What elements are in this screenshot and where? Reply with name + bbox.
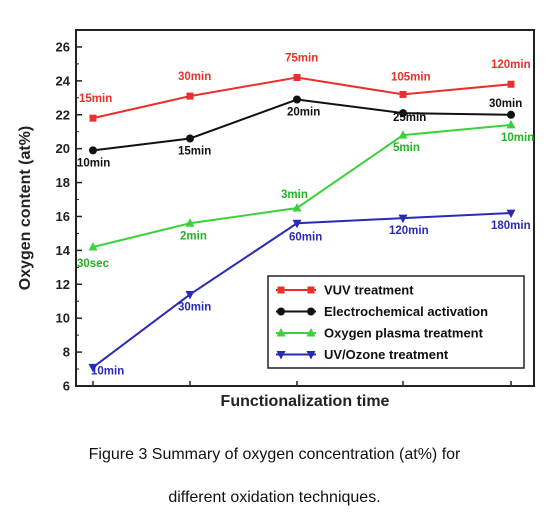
point-label: 60min (289, 231, 322, 243)
point-label: 3min (281, 189, 308, 201)
point-label: 30min (489, 98, 522, 110)
data-point (306, 351, 316, 360)
data-point (293, 95, 301, 104)
y-tick-label: 22 (56, 107, 70, 122)
data-point (186, 92, 194, 100)
point-label: 10min (77, 157, 110, 169)
data-point (507, 80, 515, 88)
data-point (292, 219, 302, 229)
series-layer (88, 73, 516, 373)
point-label: 120min (491, 59, 531, 71)
point-label: 30min (178, 71, 211, 83)
y-tick-label: 16 (56, 209, 70, 224)
data-point (398, 130, 408, 139)
data-point (398, 214, 408, 224)
data-point (293, 73, 301, 81)
y-tick-label: 18 (56, 175, 70, 190)
point-label: 120min (389, 225, 429, 237)
x-axis-title: Functionalization time (221, 393, 390, 410)
data-point (185, 290, 195, 300)
point-label: 2min (180, 230, 207, 242)
point-label: 75min (285, 52, 318, 64)
data-point (185, 218, 195, 227)
data-point (277, 286, 285, 294)
data-point (307, 286, 315, 294)
data-point (399, 90, 407, 98)
y-tick-label: 6 (63, 379, 70, 394)
data-point (89, 146, 97, 155)
data-point (277, 307, 285, 316)
data-point (276, 328, 286, 337)
point-label: 30sec (77, 258, 110, 270)
y-tick-label: 24 (56, 73, 71, 88)
y-axis-ticks: 6 8 10 12 14 16 18 20 22 24 26 (56, 39, 512, 394)
data-point (88, 363, 98, 373)
legend-label: Electrochemical activation (324, 304, 488, 319)
point-label: 15min (79, 93, 112, 105)
legend: VUV treatment Electrochemical activation O… (267, 275, 525, 369)
legend-label: UV/Ozone treatment (324, 347, 449, 362)
y-tick-label: 14 (56, 243, 71, 258)
legend-label: Oxygen plasma treatment (324, 326, 484, 341)
data-point (186, 134, 194, 143)
data-point (307, 307, 315, 316)
data-point (506, 119, 516, 129)
point-labels: 15min 30min 75min 105min 120min 10min 15min 20m… (77, 52, 534, 377)
legend-label: VUV treatment (324, 283, 414, 298)
plot-frame (75, 29, 535, 387)
data-point (276, 351, 286, 360)
y-tick-label: 26 (56, 39, 70, 54)
point-label: 180min (491, 220, 531, 232)
point-label: 5min (393, 142, 420, 154)
y-tick-label: 8 (63, 345, 70, 360)
point-label: 30min (178, 301, 211, 313)
data-point (506, 209, 516, 219)
point-label: 20min (287, 107, 320, 119)
data-point (399, 109, 407, 118)
data-point (88, 241, 98, 251)
point-label: 105min (391, 71, 431, 83)
point-label: 15min (178, 145, 211, 157)
y-tick-label: 20 (56, 141, 70, 156)
y-tick-label: 10 (56, 311, 70, 326)
data-point (292, 203, 302, 212)
data-point (306, 328, 316, 337)
data-point (507, 110, 515, 119)
point-label: 10min (501, 132, 534, 144)
figure-caption-line-2: different oxidation techniques. (168, 489, 381, 506)
y-axis-title: Oxygen content (at%) (17, 126, 34, 290)
point-label: 10min (91, 365, 124, 377)
figure-caption-line-1: Figure 3 Summary of oxygen concentration… (88, 446, 461, 463)
y-tick-label: 12 (56, 277, 70, 292)
data-point (89, 114, 97, 122)
chart: 6 8 10 12 14 16 18 20 22 24 26 15min 30min 75min 105m… (17, 29, 535, 410)
point-label: 25min (393, 112, 426, 124)
